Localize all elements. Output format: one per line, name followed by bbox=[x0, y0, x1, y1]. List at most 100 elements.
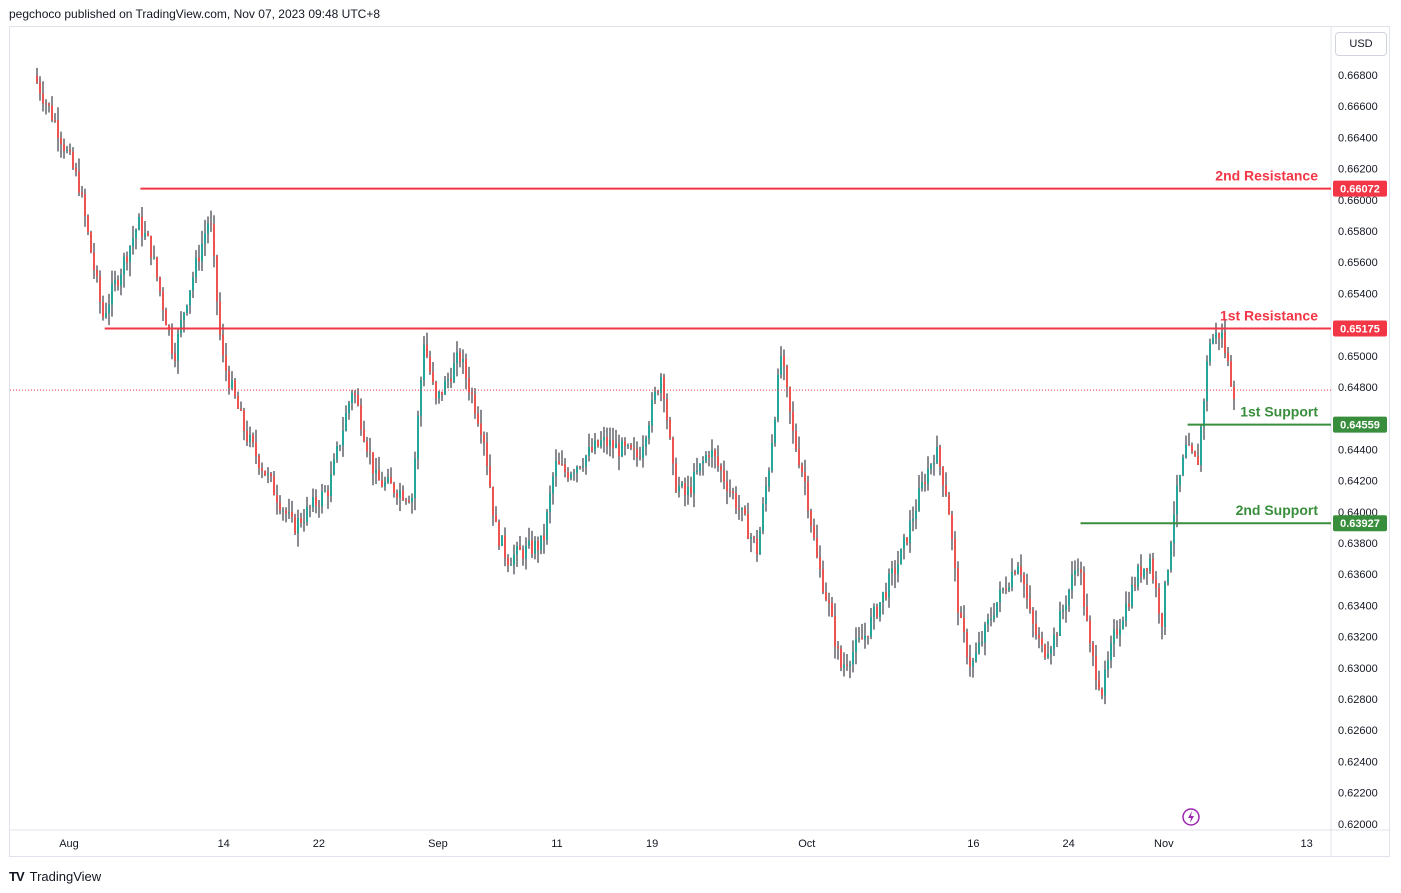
candle-body bbox=[1101, 689, 1103, 696]
candle-body bbox=[276, 495, 278, 503]
price-tick-label: 0.66000 bbox=[1338, 195, 1378, 207]
candle-body bbox=[834, 616, 836, 647]
candle-body bbox=[189, 290, 191, 306]
price-tick-label: 0.65400 bbox=[1338, 288, 1378, 300]
candle-body bbox=[477, 413, 479, 424]
candle-body bbox=[225, 355, 227, 371]
candle-body bbox=[54, 119, 56, 121]
resistance-price-text: 0.66072 bbox=[1340, 184, 1380, 196]
price-tick-label: 0.63400 bbox=[1338, 600, 1378, 612]
candle-body bbox=[438, 391, 440, 399]
candle-body bbox=[942, 466, 944, 486]
candle-body bbox=[330, 474, 332, 496]
candle-body bbox=[441, 391, 443, 395]
candle-body bbox=[990, 618, 992, 620]
candle-body bbox=[504, 535, 506, 558]
candle-body bbox=[1227, 352, 1229, 362]
candle-body bbox=[69, 149, 71, 152]
time-tick-label: 11 bbox=[551, 838, 562, 850]
candle-body bbox=[1056, 634, 1058, 636]
candle-body bbox=[900, 548, 902, 565]
price-tick-label: 0.64400 bbox=[1338, 444, 1378, 456]
candle-body bbox=[732, 491, 734, 494]
candle-body bbox=[117, 279, 119, 286]
candle-body bbox=[411, 497, 413, 503]
candle-body bbox=[627, 444, 629, 447]
candle-body bbox=[1113, 629, 1115, 644]
price-tick-label: 0.62600 bbox=[1338, 725, 1378, 737]
candle-body bbox=[804, 472, 806, 482]
candle-body bbox=[228, 370, 230, 389]
candle-body bbox=[264, 470, 266, 476]
candle-body bbox=[576, 466, 578, 473]
candle-body bbox=[81, 192, 83, 195]
candle-body bbox=[996, 602, 998, 616]
candle-body bbox=[654, 391, 656, 400]
candle-body bbox=[585, 455, 587, 467]
candle-body bbox=[561, 464, 563, 466]
candle-body bbox=[1218, 332, 1220, 339]
candle-body bbox=[795, 430, 797, 449]
candle-body bbox=[726, 481, 728, 492]
candle-body bbox=[810, 510, 812, 526]
candle-body bbox=[366, 441, 368, 452]
candle-body bbox=[699, 463, 701, 471]
candle-body bbox=[348, 403, 350, 413]
candle-body bbox=[1170, 543, 1172, 570]
candle-body bbox=[993, 615, 995, 619]
candle-body bbox=[165, 309, 167, 326]
candle-body bbox=[378, 469, 380, 481]
candle-body bbox=[783, 356, 785, 367]
candle-body bbox=[213, 224, 215, 256]
candle-body bbox=[99, 276, 101, 302]
candle-body bbox=[531, 540, 533, 554]
price-axis-ticks: 0.66800 0.66600 0.66400 0.66200 0.66000 0.658… bbox=[1338, 70, 1378, 831]
candle-body bbox=[105, 313, 107, 317]
candle-body bbox=[762, 503, 764, 531]
candle-body bbox=[1125, 603, 1127, 621]
candle-body bbox=[1104, 669, 1106, 696]
candle-body bbox=[582, 466, 584, 468]
candle-body bbox=[921, 481, 923, 489]
candle-body bbox=[678, 485, 680, 492]
candle-body bbox=[1089, 620, 1091, 644]
candle-body bbox=[243, 410, 245, 431]
candle-body bbox=[237, 396, 239, 409]
candle-body bbox=[666, 399, 668, 420]
candle-body bbox=[663, 376, 665, 400]
price-tick-label: 0.66400 bbox=[1338, 132, 1378, 144]
candle-body bbox=[807, 481, 809, 511]
candle-body bbox=[924, 481, 926, 485]
candle-body bbox=[426, 344, 428, 357]
candle-body bbox=[690, 486, 692, 494]
candle-body bbox=[636, 448, 638, 458]
candle-body bbox=[885, 592, 887, 598]
candle-body bbox=[870, 616, 872, 637]
candle-body bbox=[594, 440, 596, 451]
candle-body bbox=[72, 151, 74, 168]
candle-body bbox=[312, 497, 314, 508]
candle-body bbox=[282, 510, 284, 512]
candle-body bbox=[354, 393, 356, 396]
candle-body bbox=[657, 391, 659, 393]
candle-body bbox=[744, 507, 746, 514]
candle-body bbox=[399, 490, 401, 498]
candle-body bbox=[855, 639, 857, 652]
candle-body bbox=[183, 313, 185, 321]
candle-body bbox=[294, 516, 296, 534]
candle-body bbox=[969, 657, 971, 667]
support-price-badge bbox=[1333, 515, 1387, 532]
publisher-attribution: pegchoco published on TradingView.com, N… bbox=[9, 7, 381, 21]
candle-body bbox=[144, 233, 146, 237]
candle-body bbox=[90, 232, 92, 253]
time-tick-label: 19 bbox=[646, 838, 658, 850]
candle-body bbox=[447, 378, 449, 381]
candle-body bbox=[975, 652, 977, 662]
candle-body bbox=[1131, 584, 1133, 607]
currency-selector[interactable]: USD bbox=[1335, 32, 1387, 56]
candle-body bbox=[1194, 451, 1196, 457]
candle-body bbox=[219, 301, 221, 335]
candle-body bbox=[1098, 679, 1100, 690]
candle-body bbox=[393, 483, 395, 494]
